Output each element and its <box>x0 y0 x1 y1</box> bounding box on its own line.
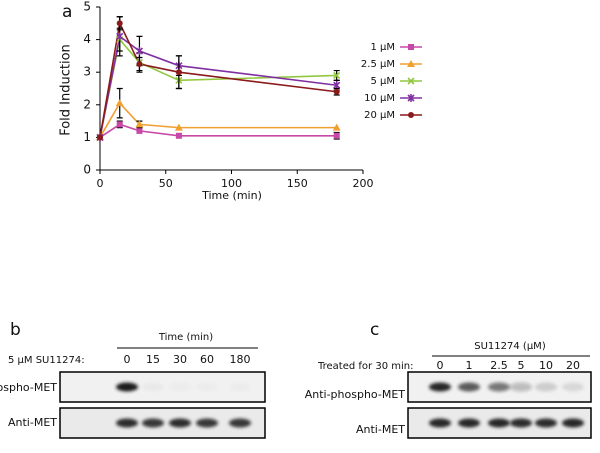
blot-band <box>116 382 138 392</box>
x-tick-label: 150 <box>287 177 308 190</box>
blot-band <box>535 382 557 392</box>
lane-label: 0 <box>437 359 444 372</box>
blot-band <box>488 418 510 428</box>
panel-label: a <box>62 2 72 22</box>
legend-marker <box>408 112 414 118</box>
blot-band <box>535 418 557 428</box>
y-tick-label: 1 <box>83 130 91 144</box>
lane-label: 0 <box>124 353 131 366</box>
marker <box>116 121 123 128</box>
y-tick-label: 0 <box>83 163 91 177</box>
blot-band <box>510 418 532 428</box>
blot-band <box>229 383 251 392</box>
marker <box>135 47 144 56</box>
blot-band <box>510 382 532 392</box>
panel-label: c <box>370 320 379 340</box>
blot-band <box>429 382 451 392</box>
lane-label: 2.5 <box>490 359 508 372</box>
x-tick-label: 200 <box>353 177 374 190</box>
blot-band <box>196 418 218 428</box>
blot-header: Time (min) <box>158 332 213 343</box>
legend-marker <box>407 94 415 102</box>
blot-band <box>562 382 584 392</box>
legend-label: 10 μM <box>364 93 395 104</box>
y-tick-label: 3 <box>83 65 91 79</box>
treatment-label: 5 μM SU11274: <box>8 355 85 366</box>
lane-label: 20 <box>566 359 580 372</box>
blot-band <box>562 418 584 428</box>
y-tick-label: 5 <box>83 0 91 14</box>
blot-band <box>458 382 480 392</box>
row-label: Anti-MET <box>356 423 405 436</box>
row-label: Anti-phospho-MET <box>305 388 406 401</box>
blot-band <box>196 383 218 392</box>
marker <box>174 123 183 131</box>
blot-band <box>169 418 191 428</box>
legend-label: 20 μM <box>364 110 395 121</box>
lane-label: 15 <box>146 353 160 366</box>
marker <box>175 69 182 76</box>
row-label: Anti-phospho-MET <box>0 381 57 394</box>
marker <box>135 120 144 128</box>
series-line <box>99 101 337 138</box>
lane-label: 30 <box>173 353 187 366</box>
blot-band <box>429 418 451 428</box>
legend-marker <box>407 77 415 85</box>
marker <box>97 134 103 141</box>
marker <box>115 99 124 107</box>
blot-band <box>116 418 138 428</box>
lane-label: 1 <box>466 359 473 372</box>
treatment-label: Treated for 30 min: <box>317 361 413 372</box>
y-axis-title: Fold Induction <box>59 44 74 136</box>
x-tick-label: 50 <box>159 177 173 190</box>
series-line <box>99 123 337 139</box>
legend-marker <box>407 60 415 67</box>
y-tick-label: 2 <box>83 97 91 111</box>
blot-band <box>142 383 164 392</box>
x-tick-label: 0 <box>97 177 104 190</box>
lane-label: 180 <box>230 353 251 366</box>
marker <box>333 132 340 139</box>
blot-band <box>488 382 510 392</box>
blot-band <box>458 418 480 428</box>
blot-header: SU11274 (μM) <box>474 341 546 352</box>
legend-label: 5 μM <box>370 76 395 87</box>
marker <box>116 32 124 41</box>
blot-box <box>59 371 266 403</box>
legend-label: 2.5 μM <box>361 59 395 70</box>
marker <box>333 71 341 80</box>
blot-band <box>229 418 251 428</box>
marker <box>116 20 123 27</box>
blot-band <box>142 418 164 428</box>
lane-label: 5 <box>518 359 525 372</box>
marker <box>175 132 182 139</box>
marker <box>136 127 143 134</box>
marker <box>332 123 341 131</box>
x-tick-label: 100 <box>221 177 242 190</box>
row-label: Anti-MET <box>8 416 57 429</box>
panel-label: b <box>10 320 21 340</box>
lane-label: 10 <box>539 359 553 372</box>
marker <box>333 88 340 95</box>
blot-band <box>169 383 191 392</box>
marker <box>136 61 143 68</box>
legend-marker <box>408 44 414 50</box>
legend-label: 1 μM <box>370 42 395 53</box>
lane-label: 60 <box>200 353 214 366</box>
x-axis-title: Time (min) <box>201 189 262 202</box>
y-tick-label: 4 <box>83 32 91 46</box>
